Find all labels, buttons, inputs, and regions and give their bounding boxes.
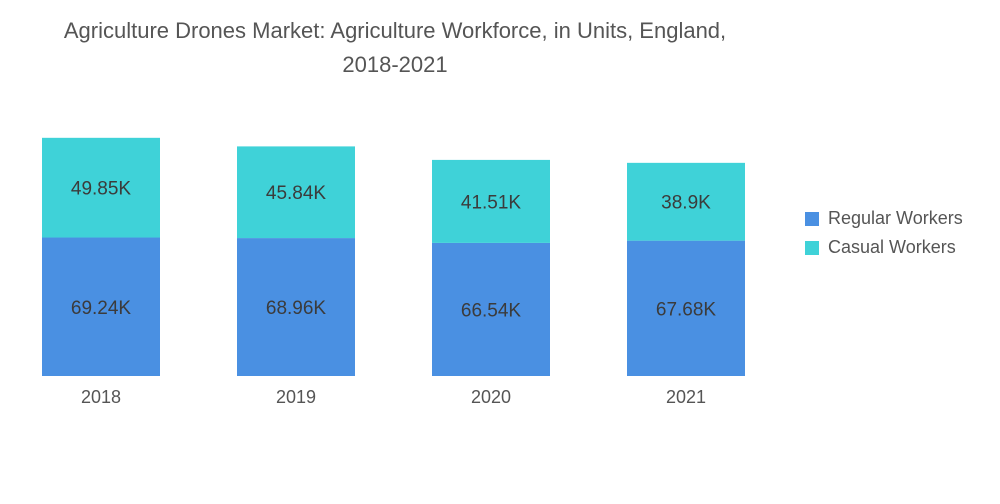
legend-label-regular: Regular Workers [828,208,963,228]
data-label-casual-2019: 45.84K [266,183,327,204]
x-tick-2020: 2020 [471,387,511,407]
x-tick-2018: 2018 [81,387,121,407]
x-tick-labels: 2018 2019 2020 2021 [81,387,706,407]
chart-title-line-1: Agriculture Drones Market: Agriculture W… [63,18,727,43]
bar-regular-2019 [237,238,355,376]
data-label-regular-2020: 66.54K [461,300,522,321]
bar-casual-2020 [432,159,550,243]
bar-casual-2021 [627,162,745,241]
x-tick-2021: 2021 [666,387,706,407]
data-label-casual-2021: 38.9K [661,193,711,214]
data-label-regular-2019: 68.96K [266,298,327,319]
bar-casual-2018 [42,137,160,238]
data-label-regular-2018: 69.24K [71,298,132,319]
bar-casual-2019 [237,146,355,239]
labels-layer: 69.24K 49.85K 68.96K 45.84K 66.54K 41.51K 67.6… [71,179,717,322]
bar-regular-2020 [432,242,550,376]
data-label-casual-2018: 49.85K [71,179,132,200]
legend-swatch-regular [805,211,819,226]
chart-title: Agriculture Drones Market: Agriculture W… [0,14,790,82]
chart-title-line-2: 2018-2021 [342,52,448,77]
legend-label-casual: Casual Workers [828,237,956,257]
x-tick-2019: 2019 [276,387,316,407]
data-label-casual-2020: 41.51K [461,192,522,213]
legend-item-casual-workers: Casual Workers [805,233,963,262]
legend: Regular Workers Casual Workers [805,204,963,262]
bar-regular-2021 [627,240,745,376]
legend-item-regular-workers: Regular Workers [805,204,963,233]
legend-swatch-casual [805,240,819,255]
data-label-regular-2021: 67.68K [656,299,717,320]
bars-layer [42,137,745,376]
bar-regular-2018 [42,237,160,376]
